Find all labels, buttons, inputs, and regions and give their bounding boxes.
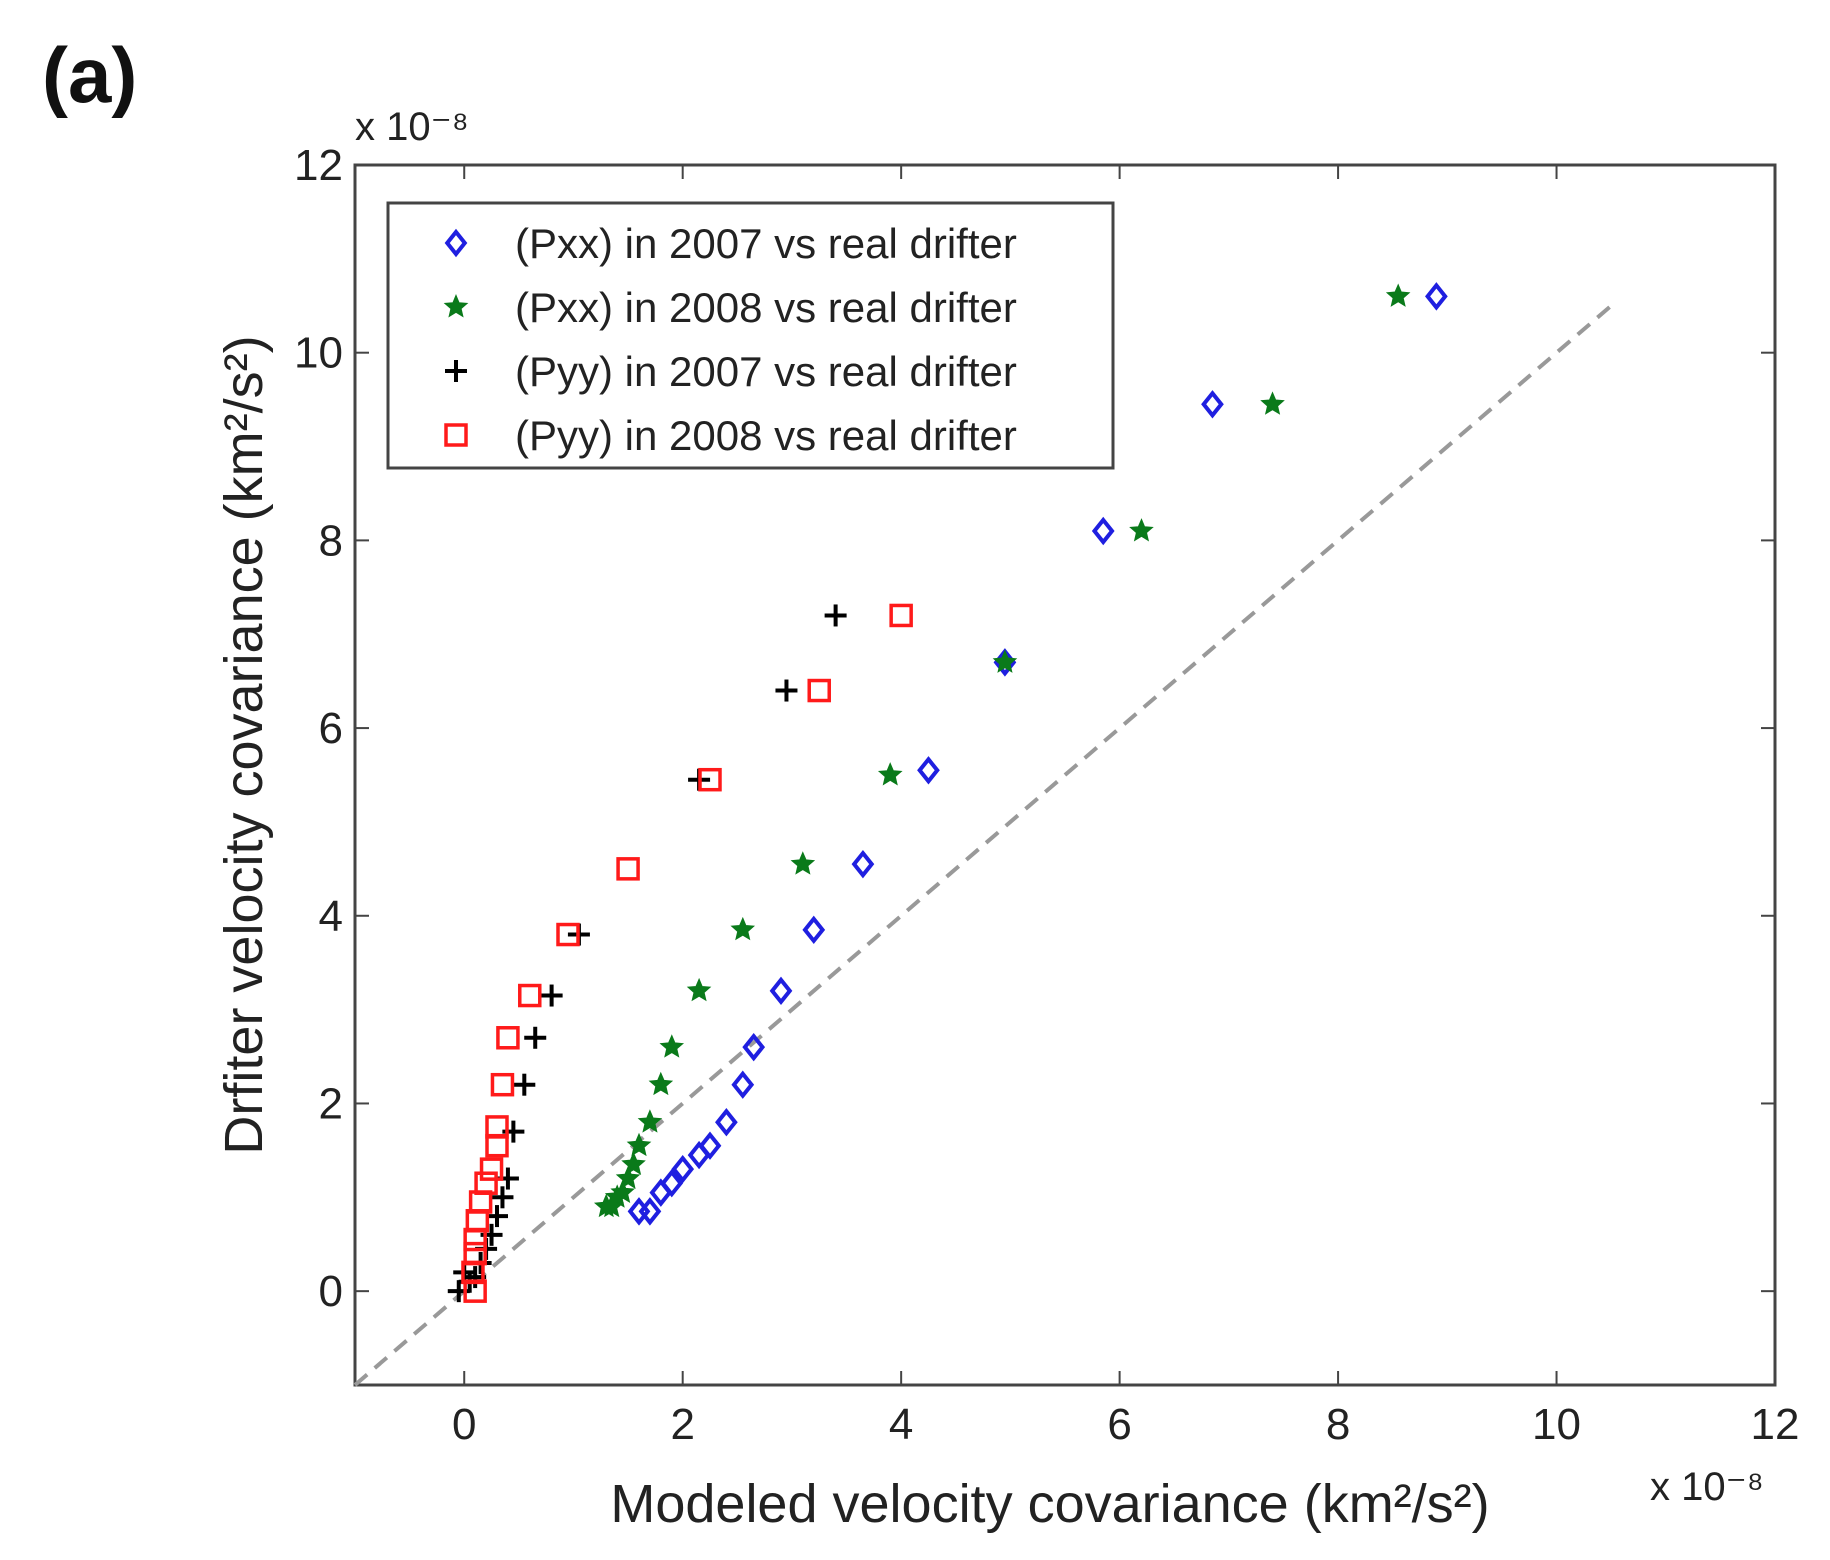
data-point-series-2 [1129,518,1154,542]
legend: (Pxx) in 2007 vs real drifter (Pxx) in 20… [386,201,1115,470]
data-point-series-3 [491,1186,514,1209]
data-point-series-1 [851,849,875,879]
data-point-series-4 [556,922,580,947]
data-point-series-4 [490,1072,515,1097]
data-point-series-2 [686,977,712,1002]
y-tick-label: 0 [319,1267,343,1316]
data-point-series-4 [889,603,913,628]
data-point-series-4 [468,1190,493,1214]
legend-box [386,201,1115,470]
data-point-series-2 [1260,391,1285,415]
reference-line-layer [353,304,1613,1387]
data-point-series-1 [917,756,940,785]
data-point-series-4 [474,1171,498,1195]
data-point-series-3 [775,679,798,702]
data-point-series-1 [671,1154,695,1184]
legend-label-4: (Pyy) in 2008 vs real drifter [515,412,1017,459]
data-point-series-4 [807,678,831,703]
data-point-series-4 [616,857,640,881]
data-point-series-4 [485,1133,509,1158]
data-point-series-2 [877,762,903,786]
data-point-series-2 [730,916,756,941]
y-tick-label: 2 [319,1079,343,1128]
y-scale-label: x 10⁻⁸ [355,105,469,149]
data-point-series-2 [659,1034,685,1058]
data-point-series-2 [790,851,816,875]
data-point-series-4 [698,767,722,792]
data-point-series-3 [524,1026,547,1049]
data-point-series-2 [637,1109,663,1133]
x-tick-label: 10 [1532,1400,1581,1449]
data-point-series-1 [627,1197,651,1226]
data-point-series-2 [626,1132,652,1157]
legend-label-3: (Pyy) in 2007 vs real drifter [515,348,1017,395]
data-point-series-1 [1201,390,1224,419]
data-point-series-1 [660,1169,684,1198]
y-tick-label: 12 [294,141,343,190]
data-point-series-4 [463,1227,487,1252]
data-point-series-1 [802,915,826,945]
ticks-layer: 0 2 4 6 8 10 12 0 2 4 6 8 10 12 [294,141,1799,1449]
x-scale-label: x 10⁻⁸ [1650,1465,1764,1509]
data-point-series-1 [649,1178,673,1207]
data-point-series-3 [486,1205,508,1228]
data-point-series-2 [648,1071,674,1096]
x-tick-label: 0 [452,1400,476,1449]
data-point-series-2 [1385,283,1411,307]
x-tick-label: 8 [1326,1400,1350,1449]
x-axis-label: Modeled velocity covariance (km²/s²) [610,1474,1489,1534]
panel-label: (a) [42,31,138,119]
data-point-series-4 [465,1209,490,1233]
y-axis-label: Drfiter velocity covariance (km²/s²) [214,335,274,1154]
data-point-series-1 [1425,282,1448,311]
data-point-series-4 [485,1115,509,1139]
x-tick-label: 4 [889,1400,913,1449]
data-point-series-4 [518,983,542,1008]
data-point-series-4 [479,1157,504,1181]
data-point-series-1 [1091,516,1115,546]
y-tick-label: 6 [319,704,343,753]
y-tick-label: 4 [319,892,343,941]
plot-area [353,163,1777,1387]
data-point-series-2 [992,649,1018,673]
data-point-series-4 [496,1026,520,1050]
data-point-series-1 [715,1108,738,1137]
legend-marker-3 [445,360,467,382]
data-point-series-4 [463,1279,487,1303]
data-points-layer [447,282,1448,1303]
legend-marker-2 [443,294,469,318]
y-tick-label: 10 [294,329,343,378]
data-point-series-3 [540,984,563,1007]
x-tick-label: 12 [1751,1400,1800,1449]
x-tick-label: 6 [1107,1400,1131,1449]
x-tick-label: 2 [670,1400,694,1449]
plot-frame [353,163,1777,1387]
data-point-series-1 [731,1070,755,1099]
data-point-series-1 [698,1131,722,1160]
y-tick-label: 8 [319,516,343,565]
data-point-series-1 [742,1032,766,1062]
data-point-series-2 [593,1193,619,1218]
reference-line [353,304,1613,1387]
legend-label-1: (Pxx) in 2007 vs real drifter [515,220,1017,267]
data-point-series-3 [824,604,847,627]
data-point-series-1 [687,1140,711,1170]
data-point-series-1 [769,976,793,1006]
data-point-series-3 [513,1073,536,1096]
legend-marker-4 [444,423,468,447]
legend-label-2: (Pxx) in 2008 vs real drifter [515,284,1017,331]
legend-marker-1 [444,228,468,258]
